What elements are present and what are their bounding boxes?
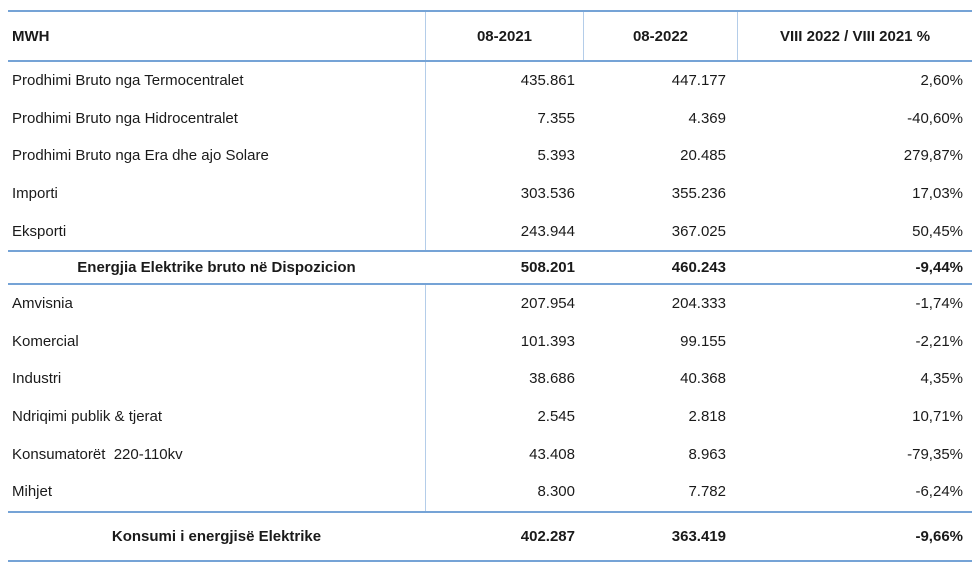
change-percent: 2,60%	[920, 72, 963, 90]
value-08-2022: 40.368	[680, 370, 726, 388]
row-label: Energjia Elektrike bruto në Dispozicion	[77, 258, 356, 276]
row-label: Prodhimi Bruto nga Era dhe ajo Solare	[12, 147, 269, 165]
value-08-2021: 7.355	[425, 99, 583, 138]
row-label: Eksporti	[12, 222, 67, 240]
value-08-2021: 8.300	[425, 472, 583, 511]
value-08-2022: 20.485	[680, 147, 726, 165]
value-08-2022: 8.963	[688, 445, 726, 463]
col-header-082022: 08-2022	[583, 12, 737, 60]
table-row: Eksporti 243.944 367.025 50,45%	[8, 212, 972, 250]
value-08-2022: 355.236	[671, 185, 726, 203]
value-08-2021: 43.408	[425, 435, 583, 473]
header-row: MWH 08-2021 08-2022 VIII 2022 / VIII 202…	[8, 10, 972, 62]
change-percent: -79,35%	[907, 445, 963, 463]
value-08-2022: 2.818	[688, 408, 726, 426]
value-08-2021: 2.545	[425, 397, 583, 436]
row-label: Importi	[12, 185, 58, 203]
change-percent: 279,87%	[903, 147, 963, 165]
col-header-mwh: MWH	[12, 27, 50, 45]
change-percent: -6,24%	[915, 483, 963, 501]
value-08-2022: 7.782	[688, 483, 726, 501]
value-08-2022: 367.025	[671, 222, 726, 240]
value-08-2021: 508.201	[520, 258, 575, 276]
row-label: Industri	[12, 370, 62, 388]
row-label: Mihjet	[12, 483, 53, 501]
change-percent: -9,66%	[915, 527, 963, 545]
row-label: Ndriqimi publik & tjerat	[12, 408, 163, 426]
value-08-2021: 402.287	[520, 527, 575, 545]
table-row: Amvisnia 207.954 204.333 -1,74%	[8, 284, 972, 323]
row-label: Komercial	[12, 332, 79, 350]
row-label: Prodhimi Bruto nga Termocentralet	[12, 72, 244, 90]
total-row-gross-available: Energjia Elektrike bruto në Dispozicion …	[8, 249, 972, 285]
value-08-2022: 4.369	[688, 109, 726, 127]
value-08-2022: 460.243	[671, 258, 726, 276]
change-percent: 17,03%	[912, 185, 963, 203]
table-row: Prodhimi Bruto nga Termocentralet 435.86…	[8, 62, 972, 100]
col-header-change: VIII 2022 / VIII 2021 %	[737, 12, 972, 60]
change-percent: -40,60%	[907, 109, 963, 127]
col-header-082021: 08-2021	[425, 12, 583, 60]
value-08-2021: 243.944	[425, 212, 583, 250]
change-percent: 4,35%	[920, 370, 963, 388]
value-08-2021: 207.954	[425, 284, 583, 323]
change-percent: -9,44%	[915, 258, 963, 276]
value-08-2021: 303.536	[425, 174, 583, 213]
table-row: Industri 38.686 40.368 4,35%	[8, 360, 972, 398]
value-08-2021: 101.393	[425, 322, 583, 361]
row-label: Konsumatorët 220-110kv	[12, 445, 183, 463]
value-08-2021: 5.393	[425, 137, 583, 175]
row-label: Amvisnia	[12, 295, 73, 313]
table-row: Ndriqimi publik & tjerat 2.545 2.818 10,…	[8, 397, 972, 436]
table-row: Prodhimi Bruto nga Era dhe ajo Solare 5.…	[8, 137, 972, 175]
value-08-2022: 447.177	[671, 72, 726, 90]
value-08-2022: 363.419	[671, 527, 726, 545]
table-row: Mihjet 8.300 7.782 -6,24%	[8, 472, 972, 511]
table-row: Prodhimi Bruto nga Hidrocentralet 7.355 …	[8, 99, 972, 138]
total-row-consumption: Konsumi i energjisë Elektrike 402.287 36…	[8, 510, 972, 562]
value-08-2021: 38.686	[425, 360, 583, 398]
row-label: Konsumi i energjisë Elektrike	[111, 527, 322, 545]
change-percent: 50,45%	[912, 222, 963, 240]
energy-balance-table: MWH 08-2021 08-2022 VIII 2022 / VIII 202…	[8, 10, 972, 562]
change-percent: 10,71%	[912, 408, 963, 426]
change-percent: -2,21%	[915, 332, 963, 350]
change-percent: -1,74%	[915, 295, 963, 313]
value-08-2022: 99.155	[680, 332, 726, 350]
row-label: Prodhimi Bruto nga Hidrocentralet	[12, 109, 238, 127]
table-row: Importi 303.536 355.236 17,03%	[8, 174, 972, 213]
value-08-2022: 204.333	[671, 295, 726, 313]
table-row: Komercial 101.393 99.155 -2,21%	[8, 322, 972, 361]
table-row: Konsumatorët 220-110kv 43.408 8.963 -79,…	[8, 435, 972, 473]
value-08-2021: 435.861	[425, 62, 583, 100]
